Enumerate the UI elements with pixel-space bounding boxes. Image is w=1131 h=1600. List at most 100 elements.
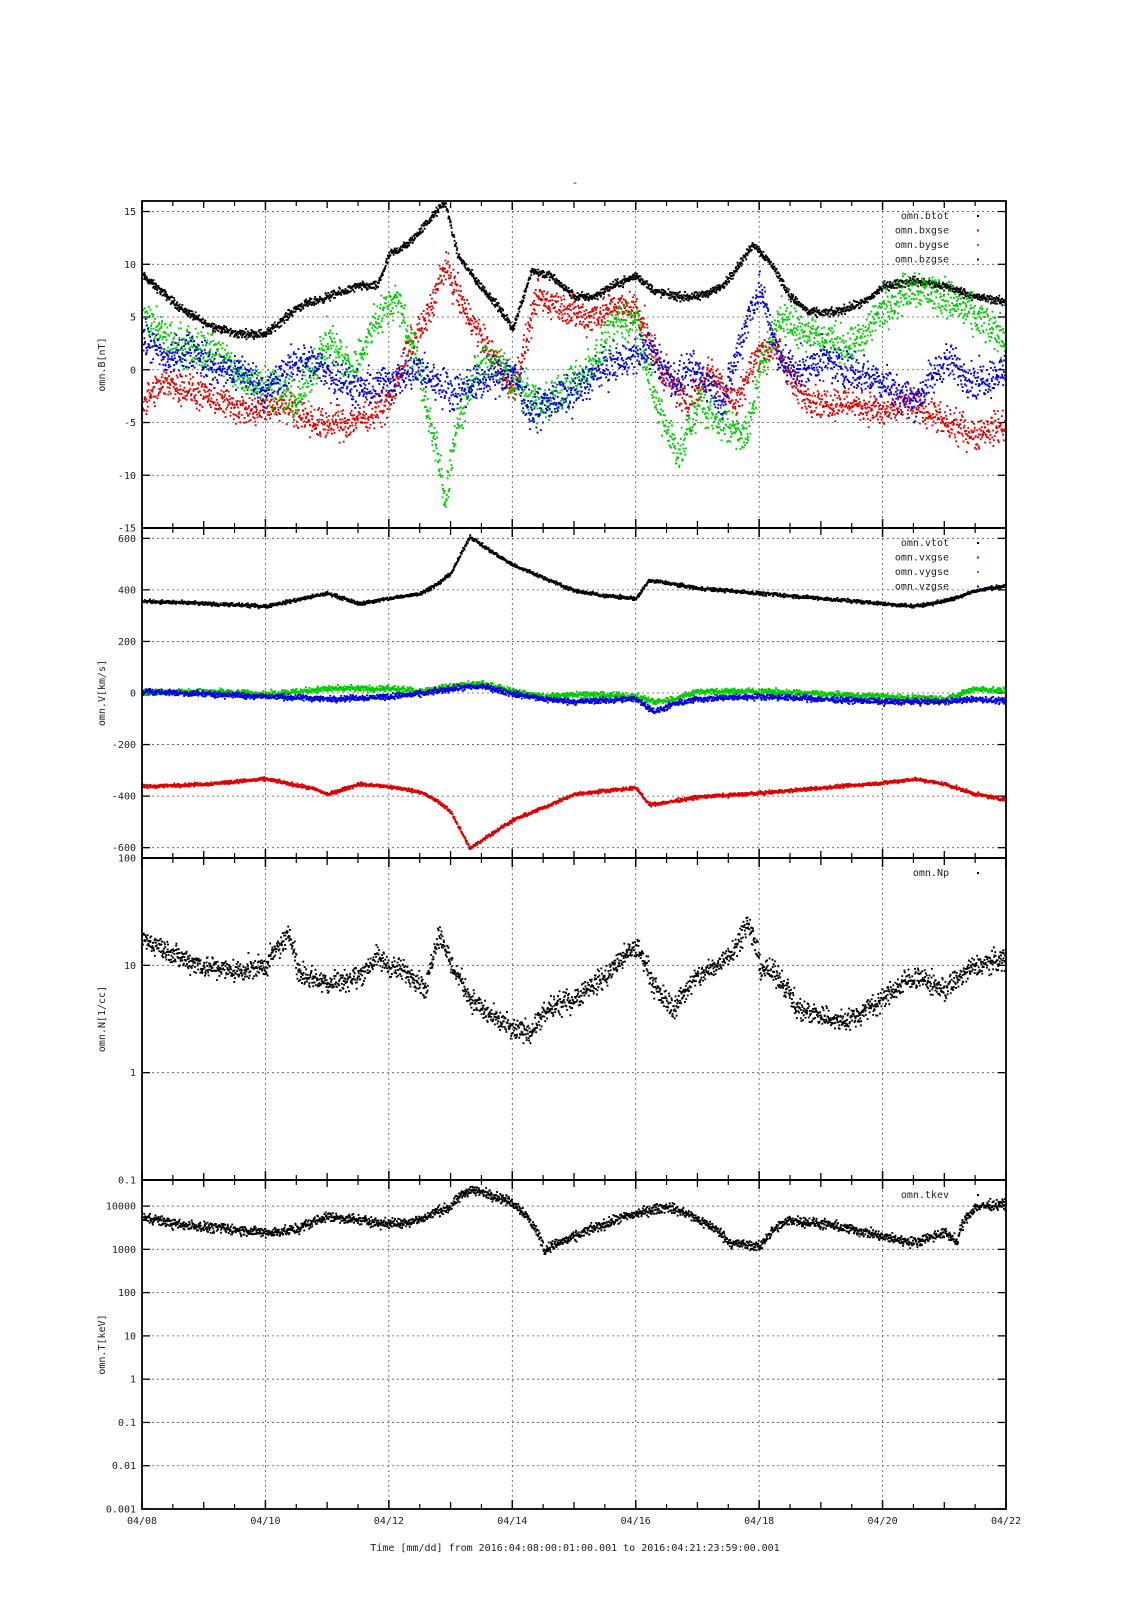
- data-point: [691, 292, 693, 295]
- data-point: [373, 286, 376, 289]
- data-point: [664, 382, 667, 385]
- data-point: [255, 409, 258, 411]
- data-point: [596, 306, 598, 309]
- data-point: [465, 307, 467, 310]
- data-point: [590, 315, 593, 317]
- data-point: [920, 411, 922, 413]
- data-point: [973, 293, 975, 296]
- data-point: [733, 388, 736, 391]
- data-point: [502, 316, 505, 319]
- data-point: [145, 321, 147, 324]
- data-point: [1003, 420, 1006, 422]
- data-point: [150, 394, 152, 396]
- data-point: [941, 419, 943, 422]
- data-point: [574, 300, 576, 303]
- data-point: [892, 413, 895, 415]
- data-point: [450, 271, 453, 274]
- data-point: [482, 285, 485, 288]
- data-point: [167, 295, 170, 298]
- data-point: [841, 410, 844, 413]
- data-point: [989, 302, 992, 305]
- data-point: [331, 418, 334, 421]
- data-point: [463, 298, 466, 301]
- data-point: [569, 294, 572, 297]
- data-point: [832, 314, 835, 317]
- data-point: [819, 416, 822, 418]
- data-point: [401, 376, 404, 379]
- data-point: [393, 384, 396, 387]
- data-point: [717, 377, 720, 379]
- data-point: [940, 415, 943, 418]
- data-point: [420, 312, 423, 315]
- data-point: [878, 292, 880, 295]
- data-point: [446, 208, 449, 210]
- data-point: [501, 378, 504, 381]
- data-point: [233, 406, 236, 409]
- data-point: [165, 379, 168, 382]
- data-point: [1002, 298, 1005, 301]
- data-point: [720, 378, 723, 380]
- data-point: [405, 246, 407, 249]
- data-point: [533, 300, 535, 302]
- data-point: [215, 328, 218, 331]
- data-point: [600, 324, 603, 327]
- data-point: [535, 270, 538, 273]
- data-point: [250, 333, 253, 336]
- data-point: [963, 420, 966, 423]
- data-point: [447, 210, 449, 213]
- data-point: [263, 411, 265, 414]
- data-point: [848, 406, 851, 409]
- data-point: [843, 310, 846, 313]
- data-point: [660, 291, 663, 294]
- data-point: [512, 329, 514, 332]
- data-point: [505, 379, 508, 381]
- data-point: [160, 287, 163, 290]
- data-point: [165, 332, 167, 335]
- data-point: [918, 395, 921, 398]
- data-point: [899, 402, 902, 404]
- data-point: [938, 418, 941, 420]
- data-point: [930, 282, 933, 284]
- data-point: [868, 406, 871, 409]
- data-point: [529, 270, 532, 273]
- data-point: [907, 284, 910, 287]
- data-point: [644, 341, 647, 344]
- data-point: [843, 306, 845, 309]
- data-point: [694, 384, 697, 387]
- data-point: [898, 286, 901, 289]
- data-point: [835, 389, 838, 392]
- data-point: [844, 405, 847, 408]
- data-point: [694, 291, 697, 294]
- data-point: [743, 383, 745, 386]
- data-point: [223, 411, 226, 414]
- data-point: [308, 303, 311, 305]
- data-point: [508, 380, 511, 382]
- data-point: [558, 279, 560, 282]
- data-point: [956, 288, 959, 290]
- data-point: [629, 278, 631, 281]
- data-point: [448, 264, 451, 267]
- data-point: [986, 423, 989, 426]
- data-point: [815, 401, 818, 404]
- data-point: [963, 297, 965, 300]
- data-point: [613, 307, 616, 309]
- data-point: [152, 327, 155, 330]
- data-point: [680, 389, 683, 392]
- data-point: [407, 243, 410, 246]
- data-point: [737, 265, 740, 267]
- data-point: [989, 294, 992, 297]
- data-point: [686, 407, 689, 409]
- data-point: [660, 288, 663, 291]
- data-point: [470, 333, 473, 336]
- data-point: [256, 413, 259, 416]
- data-point: [1002, 439, 1005, 442]
- data-point: [413, 235, 416, 238]
- data-point: [295, 308, 297, 311]
- data-point: [582, 297, 585, 300]
- data-point: [728, 277, 731, 280]
- data-point: [151, 282, 154, 285]
- data-point: [595, 324, 598, 327]
- data-point: [857, 398, 860, 400]
- data-point: [203, 321, 206, 324]
- data-point: [155, 305, 158, 308]
